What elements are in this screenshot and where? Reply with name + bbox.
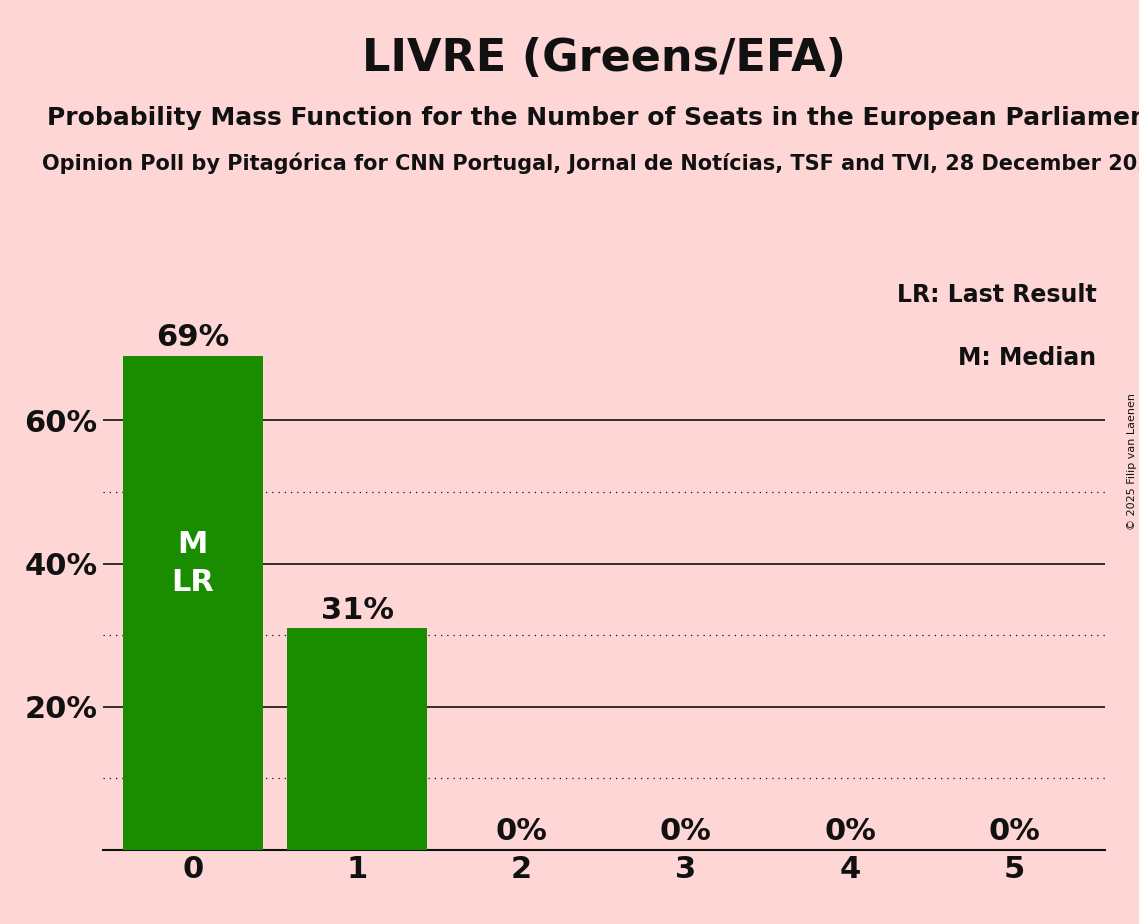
Text: LR: Last Result: LR: Last Result bbox=[896, 283, 1097, 307]
Text: © 2025 Filip van Laenen: © 2025 Filip van Laenen bbox=[1126, 394, 1137, 530]
Bar bbox=[287, 628, 427, 850]
Text: LIVRE (Greens/EFA): LIVRE (Greens/EFA) bbox=[362, 37, 845, 80]
Text: 31%: 31% bbox=[321, 595, 394, 625]
Text: Probability Mass Function for the Number of Seats in the European Parliament: Probability Mass Function for the Number… bbox=[47, 106, 1139, 130]
Text: 0%: 0% bbox=[495, 818, 548, 846]
Text: 0%: 0% bbox=[989, 818, 1040, 846]
Text: Opinion Poll by Pitagórica for CNN Portugal, Jornal de Notícias, TSF and TVI, 28: Opinion Poll by Pitagórica for CNN Portu… bbox=[41, 152, 1139, 174]
Text: 0%: 0% bbox=[659, 818, 712, 846]
Bar bbox=[123, 356, 263, 850]
Text: 0%: 0% bbox=[825, 818, 876, 846]
Text: M: Median: M: Median bbox=[959, 346, 1097, 370]
Text: M
LR: M LR bbox=[172, 530, 214, 597]
Text: 69%: 69% bbox=[156, 323, 229, 352]
